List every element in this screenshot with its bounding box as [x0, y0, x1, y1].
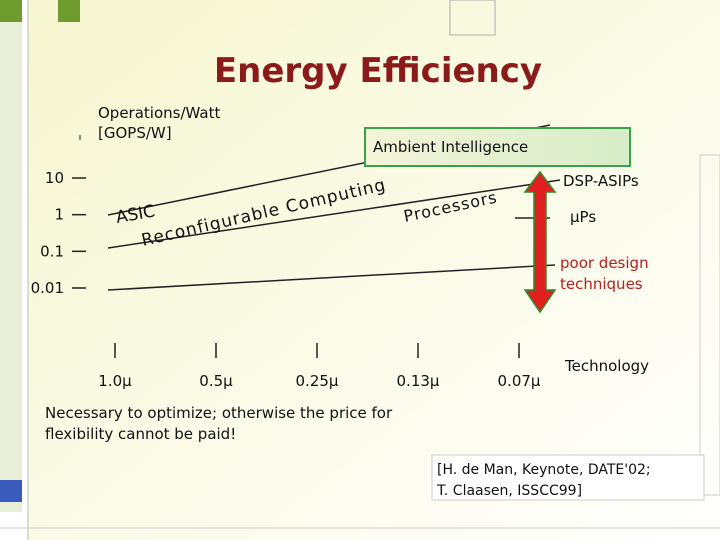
annotation: DSP-ASIPs [563, 172, 639, 190]
x-tick-label: 0.5µ [199, 372, 233, 390]
y-tick-label: 10 [45, 169, 64, 187]
deco [0, 0, 22, 22]
x-tick-label: 0.13µ [397, 372, 440, 390]
x-tick-label: 0.07µ [498, 372, 541, 390]
citation: [H. de Man, Keynote, DATE'02; [437, 462, 651, 478]
trend-line [107, 264, 556, 291]
deco [0, 22, 22, 512]
title: Energy Efficiency [214, 51, 542, 91]
citation: T. Claasen, ISSCC99] [436, 483, 582, 499]
y-tick-label: 0.1 [40, 242, 64, 260]
trend-line [107, 179, 561, 249]
double-arrow [523, 170, 557, 314]
annotation-box [364, 127, 631, 167]
y-tick-label: 0.01 [31, 279, 64, 297]
deco [0, 480, 22, 502]
slide-panel [28, 0, 720, 540]
note: Necessary to optimize; otherwise the pri… [45, 404, 393, 422]
y-tick-label: 1 [54, 206, 64, 224]
deco [58, 0, 80, 22]
y-label: Operations/Watt [98, 104, 220, 122]
annotation: Ambient Intelligence [373, 138, 528, 156]
x-tick-label: 1.0µ [98, 372, 132, 390]
deco [449, 0, 496, 36]
annotation: µPs [570, 208, 596, 226]
citation-box [431, 454, 705, 501]
deco [699, 154, 720, 496]
annotation: poor design [560, 254, 649, 272]
x-label: Technology [564, 357, 649, 375]
x-tick-label: 0.25µ [296, 372, 339, 390]
annotation: techniques [560, 275, 643, 293]
note: flexibility cannot be paid! [45, 425, 236, 443]
y-label: [GOPS/W] [98, 124, 172, 142]
